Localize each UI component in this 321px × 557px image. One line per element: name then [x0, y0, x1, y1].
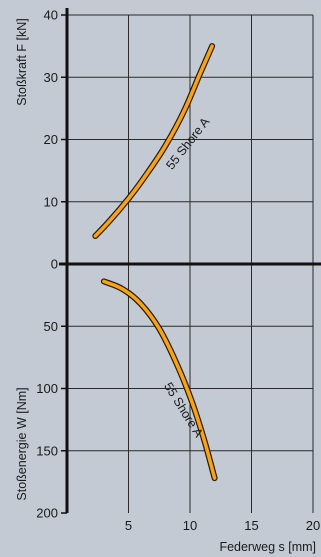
tick-label-force-20: 20: [44, 132, 58, 147]
tick-label-x-5: 5: [125, 518, 132, 533]
tick-labels: 0 10 20 30 40 50 100 150 200 5 10 15 20: [36, 8, 320, 534]
energy-curve: [102, 279, 217, 480]
tick-label-force-10: 10: [44, 194, 58, 209]
y-axis-label-force: Stoßkraft F [kN]: [15, 18, 29, 106]
tick-label-energy-200: 200: [36, 506, 58, 521]
tick-label-x-10: 10: [183, 518, 197, 533]
curve-label-force: 55 Shore A: [163, 114, 213, 172]
tick-label-x-15: 15: [244, 518, 258, 533]
energy-curve-outline: [100, 278, 218, 482]
tick-label-x-20: 20: [306, 518, 320, 533]
tick-label-force-30: 30: [44, 70, 58, 85]
curves: [92, 43, 218, 482]
tick-label-energy-50: 50: [44, 319, 58, 334]
curve-label-energy: 55 Shore A: [161, 380, 206, 440]
tick-label-force-0: 0: [51, 257, 58, 272]
axes: [59, 8, 321, 514]
tick-label-force-40: 40: [44, 8, 58, 23]
tick-label-energy-100: 100: [36, 381, 58, 396]
x-axis-label: Federweg s [mm]: [219, 540, 316, 554]
y-axis-label-energy: Stoßenergie W [Nm]: [15, 387, 29, 500]
tick-label-energy-150: 150: [36, 443, 58, 458]
force-curve: [93, 44, 214, 238]
